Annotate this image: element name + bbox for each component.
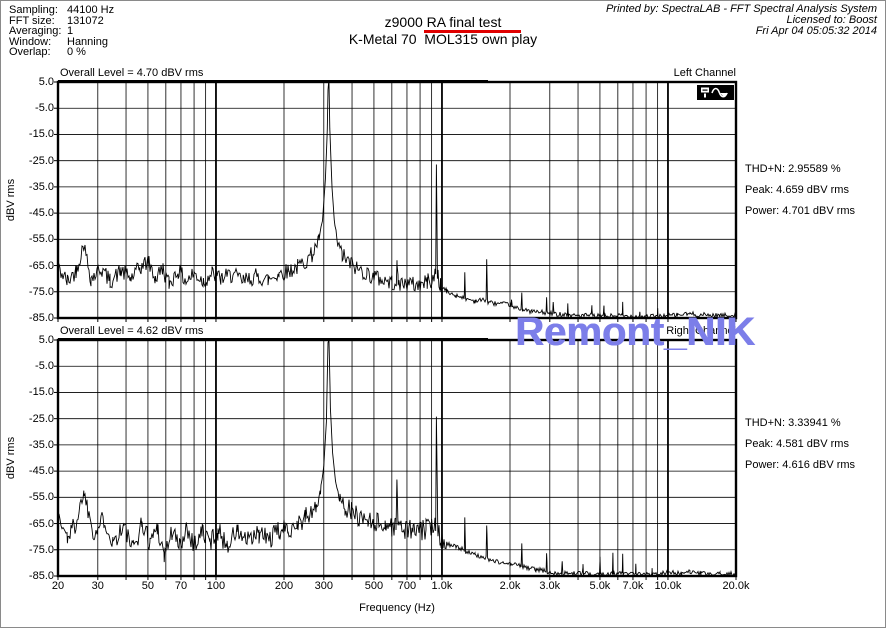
x-tick-label: 5.0k [589,580,611,592]
spectrum-plot-svg [54,80,738,322]
setting-label: Window: [9,35,52,48]
setting-row: FFT size: 131072 [9,14,114,27]
x-tick-label: 3.0k [539,580,561,592]
thd-value: THD+N: 3.33941 % [745,417,841,429]
chart2-header-strip: Overall Level = 4.62 dBV rms Right Chann… [58,325,736,339]
y-tick-label: -35.0 [28,438,54,451]
power-value: Power: 4.616 dBV rms [745,459,856,471]
plot-frame [56,80,738,320]
report-subtitle: K-Metal 70 MOL315 own play [348,31,538,47]
y-axis-unit-label: dBV rms [5,436,17,480]
y-tick-label: -15.0 [28,128,54,141]
x-tick-label: 2.0k [499,580,521,592]
thd-value: THD+N: 2.95589 % [745,163,841,175]
x-tick-label: 30 [91,580,104,592]
x-axis-title: Frequency (Hz) [359,602,435,614]
setting-row: Overlap: 0 % [9,47,114,58]
setting-label: Averaging: [9,25,62,38]
setting-value: Hanning [67,35,108,48]
y-axis-unit-label: dBV rms [5,178,17,222]
overall-level-label: Overall Level = 4.70 dBV rms [60,67,204,79]
x-tick-label: 700 [397,580,417,592]
analysis-settings: Sampling: 44100 Hz FFT size: 131072 Averag… [9,5,114,58]
channel-label: Left Channel [673,67,736,79]
x-tick-label: 70 [174,580,188,592]
strip-underline [58,80,488,81]
x-tick-label: 10.0k [654,580,682,592]
setting-row: Sampling: 44100 Hz [9,5,114,16]
spectrum-trace [57,340,736,577]
left-channel-spectrum-plot [54,80,738,323]
y-tick-label: -5.0 [35,360,54,373]
y-tick-label: -75.0 [28,543,54,556]
x-tick-label: 20 [51,580,65,592]
setting-value: 44100 Hz [67,4,115,16]
y-tick-label: -5.0 [35,102,54,115]
y-tick-label: -55.0 [28,233,54,246]
right-channel-spectrum-plot [54,338,738,581]
y-tick-label: -85.0 [28,570,54,582]
y-tick-label: -35.0 [28,180,54,193]
x-tick-label: 50 [141,580,155,592]
channel-label: Right Channel [666,325,736,337]
x-tick-label: 300 [314,580,333,592]
print-info: Printed by: SpectraLAB - FFT Spectral An… [605,3,877,38]
setting-value: 131072 [67,14,104,27]
setting-row: Window: Hanning [9,35,114,48]
plot-frame [56,338,738,578]
chart1-header-strip: Overall Level = 4.70 dBV rms Left Channe… [58,67,736,81]
peak-value: Peak: 4.659 dBV rms [745,184,849,196]
print-date-line: Fri Apr 04 05:05:32 2014 [755,25,877,38]
setting-label: Overlap: [9,46,51,59]
licensed-to-line: Licensed to: Boost [786,14,877,27]
y-tick-label: -65.0 [28,259,54,272]
power-value: Power: 4.701 dBV rms [745,205,856,217]
setting-value: 0 % [67,46,86,59]
y-tick-label: -25.0 [28,154,54,167]
title-red-underline [424,30,521,33]
x-tick-label: 1.0k [431,580,453,592]
y-tick-label: -45.0 [28,207,54,220]
strip-underline [58,338,488,339]
spectrum-trace [57,82,737,319]
watermark-text: Remont_NIK [515,310,756,354]
x-tick-label: 500 [364,580,384,592]
x-tick-label: 7.0k [622,580,644,592]
y-tick-label: 5.0 [38,76,54,88]
setting-value: 1 [67,25,74,38]
setting-label: FFT size: [9,14,55,27]
y-tick-label: -55.0 [28,491,54,504]
peak-value: Peak: 4.581 dBV rms [745,438,849,450]
y-tick-label: -15.0 [28,386,54,399]
setting-label: Sampling: [9,4,58,16]
y-tick-label: -75.0 [28,285,54,298]
printed-by-line: Printed by: SpectraLAB - FFT Spectral An… [605,3,877,15]
report-title: z9000 RA final test [384,14,502,30]
y-tick-label: -85.0 [28,312,54,324]
y-tick-label: 5.0 [38,334,54,346]
x-tick-label: 20.0k [722,580,750,592]
left-channel-measurements: THD+N: 2.95589 % Peak: 4.659 dBV rms Pow… [745,159,855,222]
spectrum-plot-svg [54,338,738,580]
x-tick-label: 200 [274,580,294,592]
overall-level-label: Overall Level = 4.62 dBV rms [60,325,204,337]
channel-display-icon [697,85,734,100]
setting-row: Averaging: 1 [9,26,114,37]
x-tick-label: 100 [206,580,226,592]
y-tick-label: -65.0 [28,517,54,530]
y-tick-label: -45.0 [28,465,54,478]
y-tick-label: -25.0 [28,412,54,425]
right-channel-measurements: THD+N: 3.33941 % Peak: 4.581 dBV rms Pow… [745,413,855,476]
